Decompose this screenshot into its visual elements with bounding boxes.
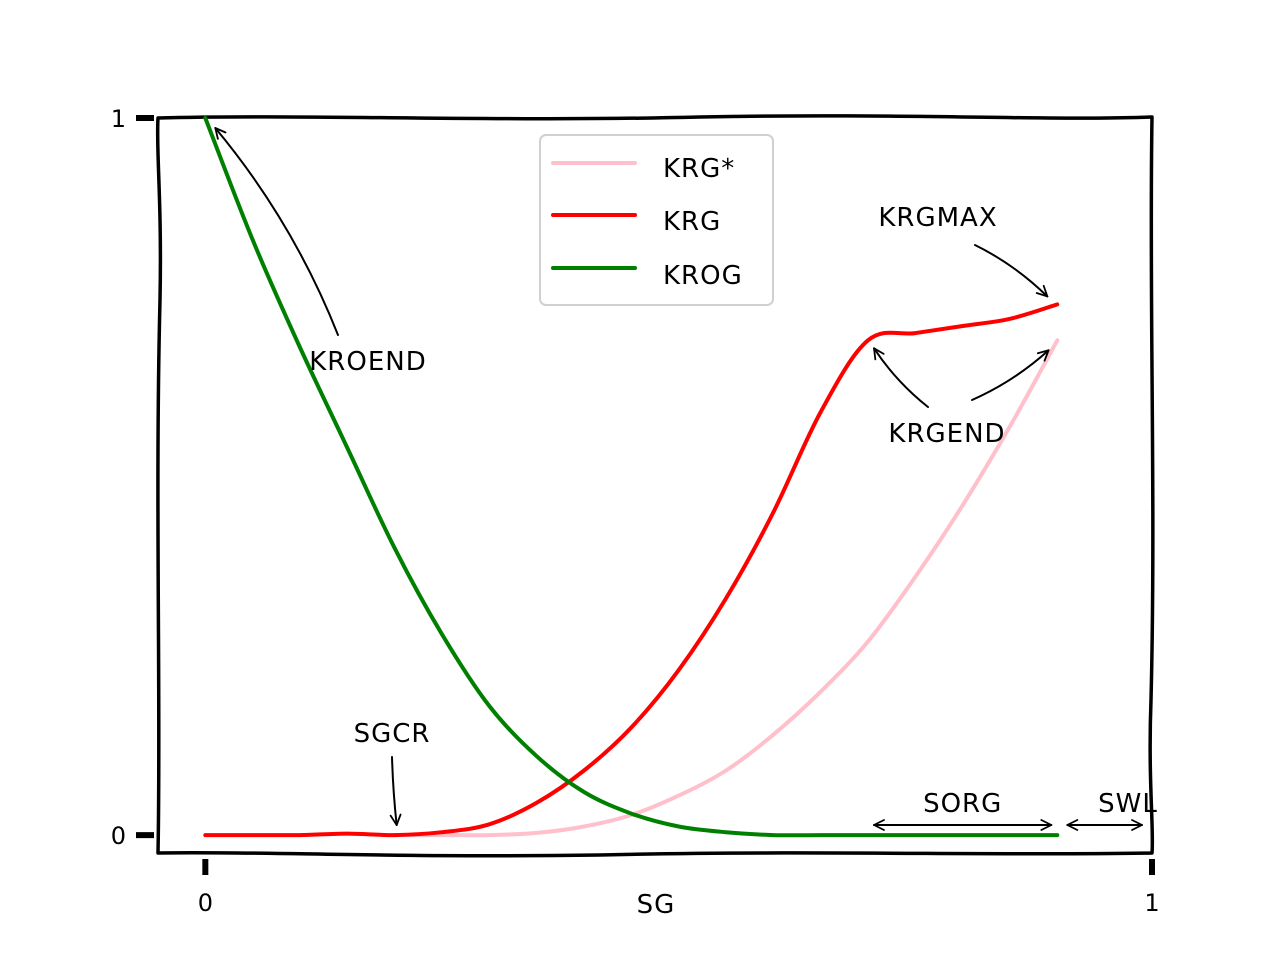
kroend-arrow — [214, 127, 339, 336]
legend-box — [539, 134, 774, 306]
legend-label-krg-star: KRG* — [663, 154, 735, 184]
legend: KRG* KRG KROG — [539, 134, 774, 306]
annotation-swl: SWL — [1098, 789, 1158, 819]
krgend-arrow-right — [971, 349, 1050, 401]
x-tick-label-1: 1 — [1144, 889, 1159, 917]
series-line-krg-star — [392, 338, 1060, 838]
x-tick-label-0: 0 — [198, 889, 213, 917]
annotation-krgend: KRGEND — [888, 419, 1005, 449]
y-tick-label-0: 0 — [111, 822, 126, 850]
annotations-layer: KROEND KRGMAX KRGEND SGCR SORG SWL — [214, 127, 1158, 831]
krgend-arrow-left — [873, 347, 929, 408]
series-layer — [203, 116, 1060, 838]
sgcr-arrow — [389, 756, 402, 827]
annotation-kroend: KROEND — [309, 347, 426, 377]
x-axis-label: SG — [637, 890, 676, 920]
annotation-sgcr: SGCR — [354, 719, 431, 749]
plot-frame — [155, 114, 1155, 858]
legend-label-krog: KROG — [663, 261, 743, 291]
annotation-sorg: SORG — [923, 789, 1002, 819]
krgmax-arrow — [974, 244, 1049, 298]
axis-ticks: 0 1 0 1 — [111, 105, 1160, 917]
annotation-krgmax: KRGMAX — [878, 203, 997, 233]
y-tick-label-1: 1 — [111, 105, 126, 133]
legend-label-krg: KRG — [663, 207, 721, 237]
series-line-krog — [203, 116, 1060, 838]
series-line-krg — [203, 302, 1060, 838]
